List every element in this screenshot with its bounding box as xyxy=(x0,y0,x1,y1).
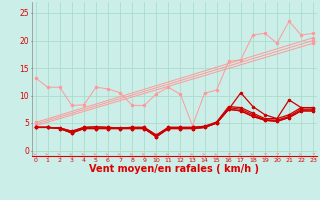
X-axis label: Vent moyen/en rafales ( km/h ): Vent moyen/en rafales ( km/h ) xyxy=(89,164,260,174)
